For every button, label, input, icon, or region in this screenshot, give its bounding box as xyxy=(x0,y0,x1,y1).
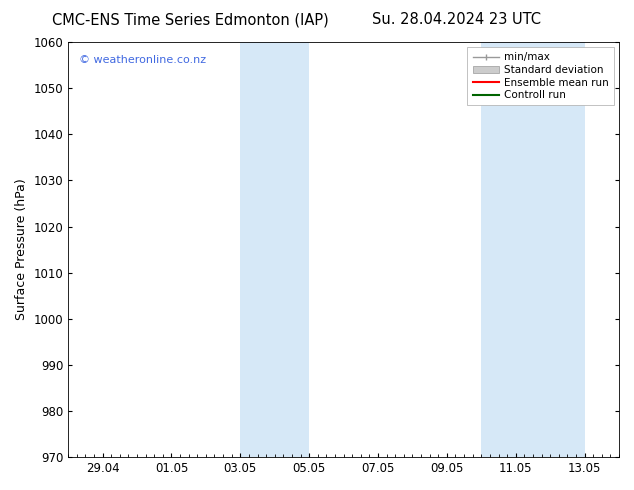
Bar xyxy=(240,42,309,457)
Text: Su. 28.04.2024 23 UTC: Su. 28.04.2024 23 UTC xyxy=(372,12,541,27)
Y-axis label: Surface Pressure (hPa): Surface Pressure (hPa) xyxy=(15,179,28,320)
Bar xyxy=(481,42,515,457)
Text: © weatheronline.co.nz: © weatheronline.co.nz xyxy=(79,54,206,65)
Legend: min/max, Standard deviation, Ensemble mean run, Controll run: min/max, Standard deviation, Ensemble me… xyxy=(467,47,614,105)
Text: CMC-ENS Time Series Edmonton (IAP): CMC-ENS Time Series Edmonton (IAP) xyxy=(52,12,328,27)
Bar xyxy=(515,42,585,457)
